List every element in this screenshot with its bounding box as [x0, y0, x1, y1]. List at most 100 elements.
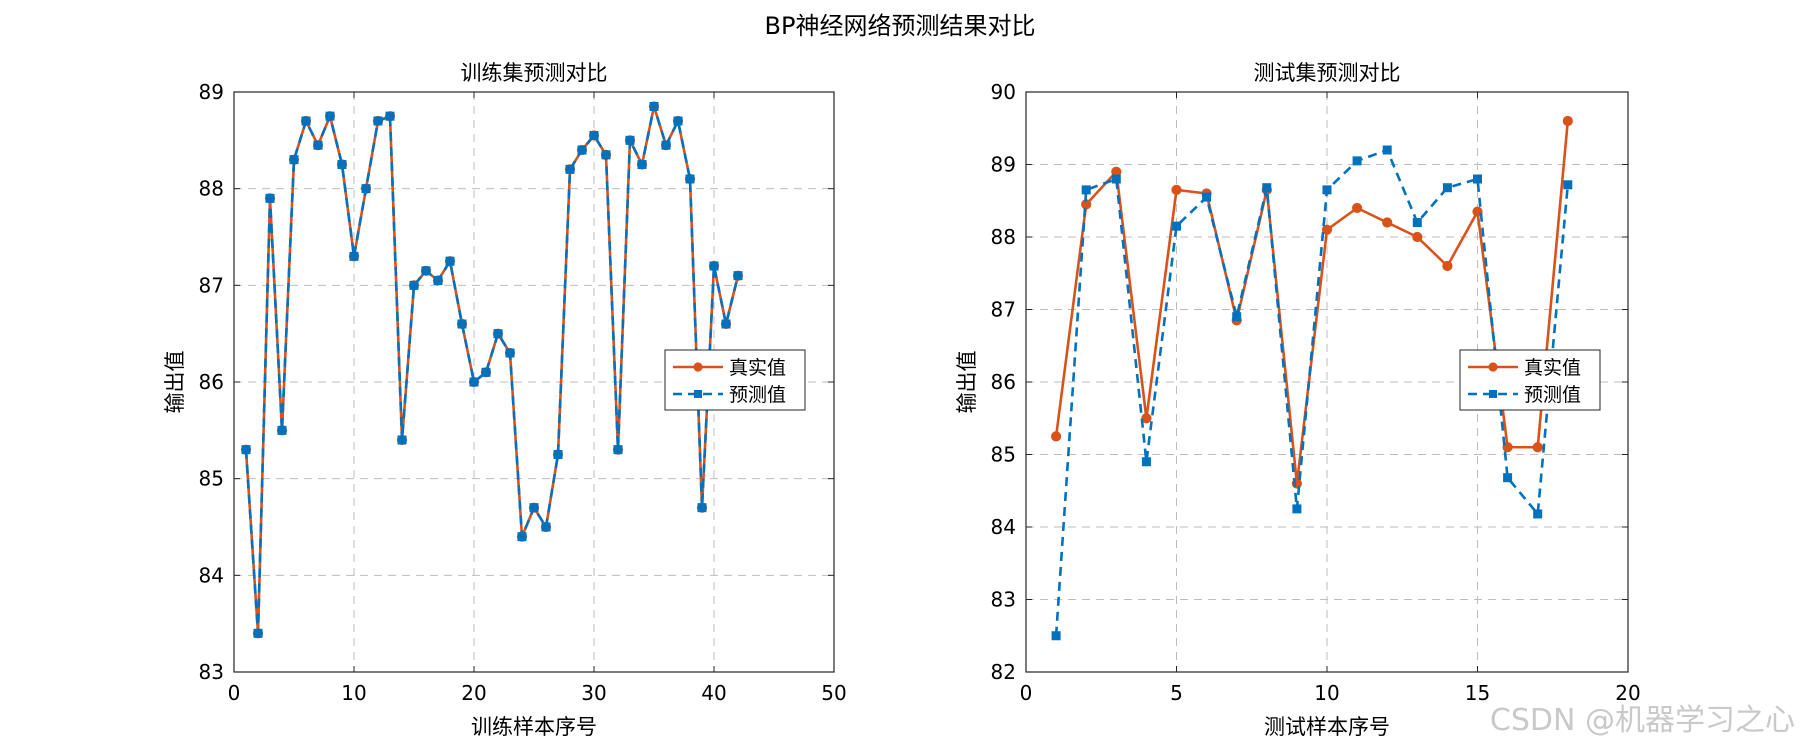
legend-label: 预测值 [729, 384, 786, 406]
y-tick-label: 88 [991, 225, 1016, 249]
predicted-data-point [1322, 185, 1332, 195]
predicted-data-point [541, 522, 551, 532]
predicted-data-point [397, 435, 407, 445]
y-axis-label: 输出值 [955, 351, 979, 414]
actual-data-point [1051, 431, 1062, 442]
legend-box [664, 349, 806, 411]
y-tick-label: 87 [199, 273, 224, 297]
y-tick-label: 82 [991, 660, 1016, 684]
predicted-data-point [1051, 631, 1061, 641]
predicted-data-point [1232, 312, 1242, 322]
predicted-data-point [469, 377, 479, 387]
y-tick-label: 90 [991, 80, 1016, 104]
legend-marker [1488, 362, 1498, 372]
legend-label: 真实值 [1524, 357, 1581, 379]
predicted-data-point [277, 425, 287, 435]
predicted-data-point [1563, 180, 1573, 190]
y-tick-label: 85 [199, 467, 224, 491]
predicted-data-point [1172, 221, 1181, 231]
legend-box [1459, 349, 1601, 411]
x-tick-label: 10 [341, 681, 366, 705]
actual-data-point [1412, 231, 1423, 243]
predicted-data-point [457, 319, 467, 329]
predicted-data-point [565, 164, 575, 174]
x-tick-label: 50 [821, 681, 846, 705]
predicted-data-point [1141, 457, 1151, 467]
x-axis-label: 测试样本序号 [1264, 715, 1390, 739]
x-tick-label: 5 [1170, 681, 1183, 705]
y-tick-label: 85 [991, 443, 1016, 467]
predicted-data-point [1352, 156, 1362, 166]
predicted-data-point [685, 174, 695, 184]
predicted-data-point [709, 261, 719, 271]
predicted-data-point [553, 450, 563, 459]
x-tick-label: 0 [228, 681, 241, 705]
legend-label: 真实值 [729, 357, 786, 379]
predicted-data-point [493, 329, 503, 339]
predicted-data-point [673, 116, 683, 126]
x-axis-label: 训练样本序号 [471, 715, 597, 739]
y-axis-label: 输出值 [163, 351, 187, 414]
actual-data-point [1352, 202, 1363, 214]
x-tick-label: 0 [1020, 681, 1033, 705]
y-tick-label: 89 [991, 153, 1016, 177]
predicted-data-point [337, 160, 347, 169]
predicted-data-point [445, 256, 455, 266]
predicted-data-point [1382, 145, 1392, 155]
predicted-data-point [325, 111, 335, 121]
predicted-data-point [625, 135, 635, 145]
predicted-data-point [505, 348, 515, 358]
predicted-data-point [241, 445, 251, 455]
predicted-data-point [697, 503, 707, 513]
y-tick-label: 86 [199, 370, 224, 394]
y-tick-label: 89 [199, 80, 224, 104]
predicted-data-point [1292, 504, 1302, 514]
predicted-data-point [313, 140, 323, 150]
actual-data-point [1532, 442, 1543, 453]
predicted-data-point [253, 628, 263, 638]
predicted-data-point [373, 116, 383, 126]
chart-title: 测试集预测对比 [1254, 61, 1401, 85]
predicted-data-point [637, 160, 647, 169]
legend-label: 预测值 [1524, 384, 1581, 406]
predicted-data-point [1412, 218, 1422, 227]
predicted-data-point [601, 150, 611, 160]
actual-data-point [1562, 115, 1573, 127]
y-tick-label: 86 [991, 370, 1016, 394]
predicted-data-point [361, 184, 371, 194]
predicted-data-point [481, 367, 491, 377]
predicted-data-point [1442, 183, 1452, 193]
x-tick-label: 20 [1615, 681, 1640, 705]
predicted-data-point [409, 280, 419, 290]
x-tick-label: 20 [461, 681, 486, 705]
predicted-data-point [301, 116, 311, 126]
predicted-data-point [385, 111, 395, 121]
x-tick-label: 15 [1465, 681, 1490, 705]
predicted-data-point [721, 319, 731, 329]
predicted-data-point [613, 445, 623, 455]
predicted-data-point [349, 251, 359, 261]
y-tick-label: 84 [991, 515, 1016, 539]
actual-data-point [1382, 217, 1393, 228]
legend-marker [693, 362, 703, 372]
predicted-data-point [529, 503, 539, 513]
x-tick-label: 40 [701, 681, 726, 705]
actual-data-point [1141, 413, 1152, 424]
x-tick-label: 10 [1314, 681, 1339, 705]
predicted-data-point [433, 276, 443, 285]
actual-data-point [1442, 260, 1453, 272]
predicted-data-point [1081, 185, 1091, 195]
y-tick-label: 87 [991, 298, 1016, 322]
predicted-data-point [661, 140, 671, 150]
y-tick-label: 83 [199, 660, 224, 684]
y-tick-label: 83 [991, 588, 1016, 612]
predicted-data-point [589, 131, 599, 140]
predicted-data-point [1473, 174, 1482, 184]
watermark: CSDN @机器学习之心 [1490, 703, 1795, 738]
predicted-data-point [289, 155, 299, 165]
